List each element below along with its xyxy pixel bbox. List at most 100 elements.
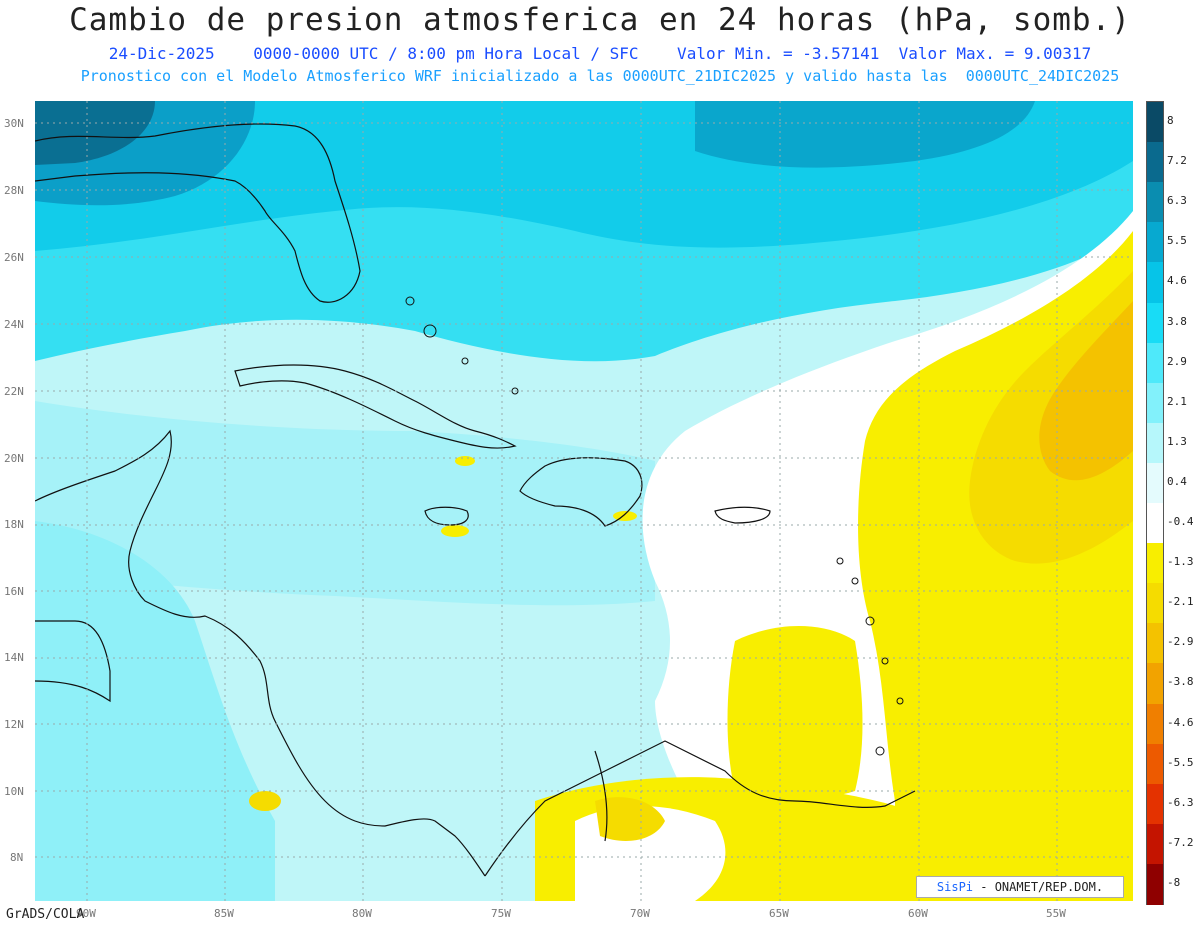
colorbar-label: 0.4 — [1167, 474, 1187, 488]
chart-subtitle-date: 24-Dic-2025 0000-0000 UTC / 8:00 pm Hora… — [108, 44, 1092, 63]
field-band-neg-maracaibo — [595, 797, 665, 841]
colorbar-segment — [1147, 182, 1163, 224]
colorbar-segment — [1147, 102, 1163, 143]
colorbar-label: 6.3 — [1167, 194, 1187, 208]
chart-subtitle-model: Pronostico con el Modelo Atmosferico WRF… — [80, 67, 1120, 85]
lat-label-24n: 24N — [4, 318, 24, 331]
colorbar-label: 4.6 — [1167, 274, 1187, 288]
colorbar-segment — [1147, 863, 1163, 905]
credit-box: SisPi - ONAMET/REP.DOM. — [916, 876, 1124, 898]
colorbar-label: 3.8 — [1167, 314, 1187, 328]
coast-maracaibo — [594, 750, 608, 842]
island-bahamas-3 — [461, 357, 469, 365]
coast-puerto-rico — [714, 506, 771, 524]
lat-label-22n: 22N — [4, 385, 24, 398]
island-antilles-5 — [896, 697, 904, 705]
colorbar-segment — [1147, 623, 1163, 665]
coast-jamaica — [424, 506, 469, 526]
colorbar-label: 1.3 — [1167, 434, 1187, 448]
lat-label-16n: 16N — [4, 585, 24, 598]
lat-label-12n: 12N — [4, 718, 24, 731]
lon-label-70w: 70W — [630, 907, 650, 920]
colorbar-segment — [1147, 422, 1163, 464]
island-trinidad — [875, 746, 885, 756]
lat-label-18n: 18N — [4, 518, 24, 531]
colorbar-segment — [1147, 543, 1163, 585]
field-spot-jamaica — [441, 525, 469, 537]
colorbar-label: -6.3 — [1167, 795, 1194, 809]
colorbar-segment — [1147, 302, 1163, 344]
lat-label-28n: 28N — [4, 184, 24, 197]
colorbar-segment — [1147, 142, 1163, 184]
lat-label-20n: 20N — [4, 452, 24, 465]
colorbar-label: 7.2 — [1167, 154, 1187, 168]
lat-label-30n: 30N — [4, 117, 24, 130]
coast-florida — [35, 123, 361, 303]
colorbar-segment — [1147, 743, 1163, 785]
lon-label-80w: 80W — [352, 907, 372, 920]
field-band-mid — [35, 401, 655, 606]
colorbar-segment — [1147, 382, 1163, 424]
island-antilles-3 — [865, 616, 875, 626]
islands — [405, 296, 904, 756]
coast-cuba — [234, 364, 517, 449]
colorbar-segment — [1147, 262, 1163, 304]
lon-label-55w: 55W — [1046, 907, 1066, 920]
colorbar-label: -2.9 — [1167, 635, 1194, 649]
field-band-central-america — [35, 521, 275, 901]
software-label: GrADS/COLA — [6, 907, 85, 922]
colorbar-segment — [1147, 703, 1163, 745]
colorbar-label: -2.1 — [1167, 595, 1194, 609]
lat-label-8n: 8N — [10, 851, 24, 864]
colorbar-label: 2.1 — [1167, 394, 1187, 408]
island-bahamas-2 — [423, 324, 437, 338]
colorbar-label: -8 — [1167, 875, 1181, 889]
lon-label-85w: 85W — [214, 907, 234, 920]
colorbar-segment — [1147, 663, 1163, 705]
island-antilles-4 — [881, 657, 889, 665]
coast-central-america — [35, 429, 486, 877]
lat-label-26n: 26N — [4, 251, 24, 264]
coast-south-america-north — [484, 740, 916, 877]
colorbar-label: 2.9 — [1167, 354, 1187, 368]
colorbar-label: 8 — [1167, 114, 1174, 128]
lon-label-65w: 65W — [769, 907, 789, 920]
colorbar-label: -0.4 — [1167, 515, 1194, 529]
colorbar-segment — [1147, 462, 1163, 504]
island-antilles-2 — [851, 577, 859, 585]
lon-label-60w: 60W — [908, 907, 928, 920]
field-band-neg-east-caribbean — [727, 626, 863, 799]
pressure-change-map — [35, 101, 1133, 901]
colorbar-label: -3.8 — [1167, 675, 1194, 689]
map-canvas — [35, 101, 1133, 901]
colorbar-segment — [1147, 823, 1163, 865]
colorbar-segment — [1147, 583, 1163, 625]
colorbar — [1146, 101, 1164, 905]
field-band-max-core — [35, 101, 155, 165]
colorbar-segment — [1147, 503, 1163, 544]
coast-hispaniola — [519, 457, 643, 527]
coastlines — [35, 123, 916, 877]
graticule — [35, 101, 1133, 901]
colorbar-label: -5.5 — [1167, 755, 1194, 769]
lat-label-10n: 10N — [4, 785, 24, 798]
field-spot-costa-rica — [249, 791, 281, 811]
island-antilles-1 — [836, 557, 844, 565]
lat-label-14n: 14N — [4, 651, 24, 664]
colorbar-segment — [1147, 222, 1163, 264]
colorbar-label: -1.3 — [1167, 555, 1194, 569]
credit-text: - ONAMET/REP.DOM. — [973, 880, 1104, 894]
colorbar-label: -4.6 — [1167, 715, 1194, 729]
lon-label-90w: 90W — [76, 907, 96, 920]
colorbar-label: 5.5 — [1167, 234, 1187, 248]
lon-label-75w: 75W — [491, 907, 511, 920]
chart-title: Cambio de presion atmosferica en 24 hora… — [69, 2, 1131, 38]
island-bahamas-1 — [405, 296, 415, 306]
credit-brand: SisPi — [936, 880, 974, 894]
colorbar-label: -7.2 — [1167, 835, 1194, 849]
colorbar-segment — [1147, 783, 1163, 825]
island-bahamas-4 — [511, 387, 519, 395]
field-spot-hispaniola — [613, 511, 637, 521]
colorbar-segment — [1147, 342, 1163, 384]
field-spot-cuba — [455, 456, 475, 466]
